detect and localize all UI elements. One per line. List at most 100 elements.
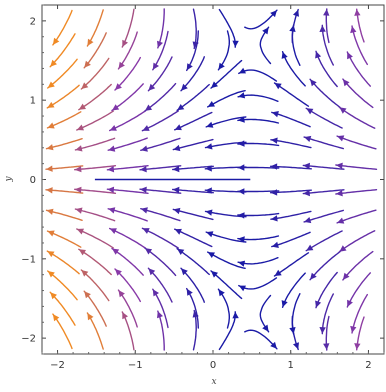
streamline-arrowhead xyxy=(270,137,278,144)
streamline xyxy=(76,228,114,249)
streamline-arrowhead xyxy=(142,228,150,234)
streamline xyxy=(111,247,144,276)
streamline-arrowhead xyxy=(108,145,116,152)
streamline xyxy=(114,268,141,303)
streamline xyxy=(46,84,80,109)
streamline-arrowhead xyxy=(347,299,353,307)
streamline xyxy=(83,32,107,69)
streamline-arrowhead xyxy=(335,162,343,169)
y-tick-labels: −2 −1 0 1 2 xyxy=(21,16,36,344)
streamline xyxy=(147,267,173,303)
streamline xyxy=(86,312,104,350)
streamline xyxy=(78,248,112,276)
streamline xyxy=(176,83,210,111)
streamline-arrowhead xyxy=(207,252,215,258)
y-tick-label: −2 xyxy=(21,334,36,345)
streamline xyxy=(259,26,272,65)
streamline-arrowhead xyxy=(205,165,212,172)
streamline-arrowhead xyxy=(115,83,122,90)
streamline xyxy=(74,165,117,171)
streamline xyxy=(172,165,214,171)
streamline xyxy=(273,252,310,277)
streamline xyxy=(315,50,338,88)
streamline xyxy=(305,230,343,252)
streamline xyxy=(207,251,246,269)
streamline-arrowhead xyxy=(47,251,55,258)
streamline-arrowhead xyxy=(107,166,115,173)
streamline-arrowhead xyxy=(118,290,125,298)
streamline-arrowhead xyxy=(237,116,245,123)
streamline-arrowhead xyxy=(174,228,182,235)
streamline xyxy=(270,139,312,149)
streamline-arrowhead xyxy=(144,248,153,255)
streamline-arrowhead xyxy=(52,37,60,45)
streamline-arrowhead xyxy=(270,341,277,349)
streamline-arrowhead xyxy=(303,162,310,170)
streamline xyxy=(205,116,247,128)
streamline xyxy=(271,231,311,248)
y-axis-label: y xyxy=(4,176,14,183)
x-tick-label: −1 xyxy=(128,360,143,371)
streamline-arrowhead xyxy=(52,314,60,322)
streamline-arrowhead xyxy=(87,313,94,321)
streamline-arrowhead xyxy=(140,186,147,193)
streamline xyxy=(180,267,205,303)
streamline xyxy=(281,51,306,87)
streamline-arrowhead xyxy=(157,311,163,319)
streamline-arrowhead xyxy=(76,228,84,235)
streamline-arrowhead xyxy=(304,135,312,142)
streamline xyxy=(106,165,149,171)
streamline-arrowhead xyxy=(271,111,279,118)
streamline-arrowhead xyxy=(84,291,91,299)
streamline-arrowhead xyxy=(342,272,350,280)
streamline-arrowhead xyxy=(140,207,148,214)
streamline xyxy=(157,8,165,49)
streamline-arrowhead xyxy=(181,268,188,276)
streamline xyxy=(302,189,345,195)
streamline-arrowhead xyxy=(218,289,225,297)
streamline xyxy=(141,110,179,132)
streamline-arrowhead xyxy=(237,164,245,171)
streamline xyxy=(351,25,368,66)
streamline-arrowhead xyxy=(310,272,317,280)
streamline xyxy=(335,189,378,195)
streamline xyxy=(291,293,301,335)
streamline-arrowhead xyxy=(122,312,128,320)
streamline-arrowhead xyxy=(339,245,347,252)
x-tick-labels: −2 −1 0 1 2 xyxy=(50,360,371,371)
streamline-arrowhead xyxy=(270,10,277,18)
streamline-arrowhead xyxy=(152,289,159,297)
streamline xyxy=(237,235,280,241)
streamline-arrowhead xyxy=(81,82,89,89)
streamline xyxy=(74,137,116,151)
streamline xyxy=(107,137,148,151)
streamline xyxy=(244,329,278,350)
streamline-arrowhead xyxy=(115,269,122,276)
streamline-arrowhead xyxy=(323,343,330,350)
streamline xyxy=(218,8,237,48)
streamline-arrowhead xyxy=(109,228,117,234)
streamline xyxy=(176,248,210,276)
streamline xyxy=(139,165,182,171)
streamline-arrowhead xyxy=(140,166,147,173)
streamline xyxy=(351,293,368,334)
streamline xyxy=(47,58,78,89)
streamline xyxy=(237,190,280,193)
streamline-arrowhead xyxy=(207,101,215,107)
axis-ticks xyxy=(41,4,385,355)
streamline-arrowhead xyxy=(173,207,181,215)
streamline xyxy=(270,210,312,220)
streamline-arrowhead xyxy=(46,165,53,172)
streamline xyxy=(336,135,377,150)
streamline xyxy=(121,8,135,48)
streamline xyxy=(80,269,110,302)
x-axis-label: x xyxy=(211,377,216,387)
streamline-arrowhead xyxy=(46,208,54,215)
streamline xyxy=(238,277,278,290)
streamline-arrowhead xyxy=(47,271,55,278)
streamline xyxy=(342,250,374,281)
streamlines-layer xyxy=(45,8,378,351)
x-tick-label: 1 xyxy=(288,360,294,371)
streamline-arrowhead xyxy=(205,143,213,150)
streamline xyxy=(237,94,279,102)
